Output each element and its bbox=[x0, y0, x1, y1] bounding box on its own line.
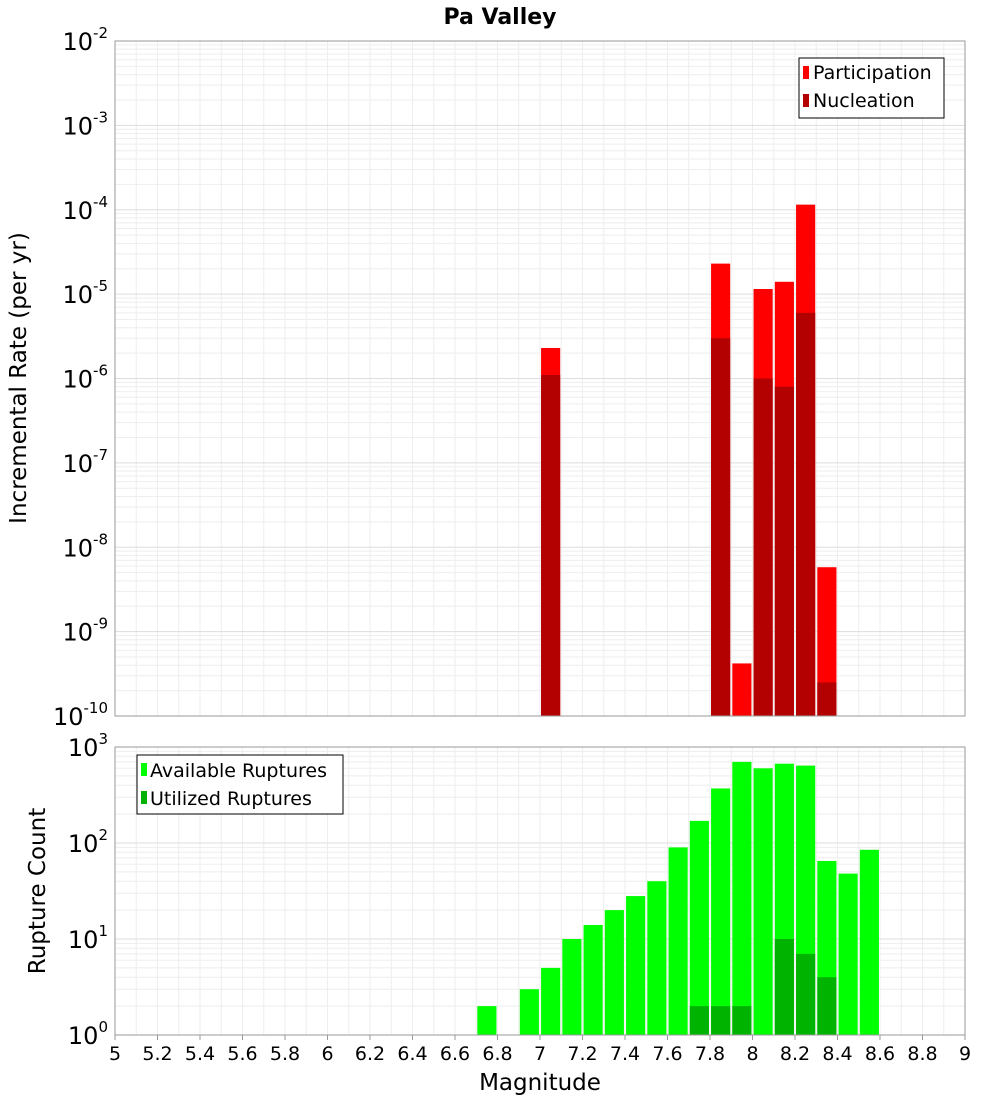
x-tick-label: 5.6 bbox=[227, 1043, 257, 1065]
top-bar-nucleation bbox=[753, 378, 773, 716]
top-bar-nucleation bbox=[796, 312, 816, 716]
legend-label-available: Available Ruptures bbox=[150, 760, 327, 782]
x-tick-label: 8 bbox=[746, 1043, 758, 1065]
top-y-tick-label: 10-4 bbox=[62, 193, 108, 225]
legend-swatch-utilized bbox=[141, 791, 147, 804]
bottom-bar-utilized-ruptures bbox=[796, 953, 816, 1035]
x-tick-label: 5 bbox=[109, 1043, 121, 1065]
x-ticks: 5 5.2 5.4 5.6 5.8 6 6.2 6.4 6.6 6.8 7 7.2 7.4 7.6 7.8 8… bbox=[109, 1035, 971, 1065]
x-tick-label: 6.2 bbox=[355, 1043, 385, 1065]
bottom-bar-utilized-ruptures bbox=[689, 1006, 709, 1035]
legend-swatch-available bbox=[141, 763, 147, 776]
top-y-axis-label: Incremental Rate (per yr) bbox=[6, 232, 32, 524]
x-tick-label: 7.4 bbox=[610, 1043, 640, 1065]
bottom-bar-available-ruptures bbox=[519, 989, 539, 1035]
x-tick-label: 8.2 bbox=[780, 1043, 810, 1065]
x-tick-label: 8.6 bbox=[865, 1043, 895, 1065]
top-bars bbox=[541, 204, 837, 717]
x-tick-label: 9 bbox=[959, 1043, 971, 1065]
bottom-bar-available-ruptures bbox=[562, 939, 582, 1035]
top-y-tick-label: 10-7 bbox=[62, 446, 108, 478]
top-legend-box bbox=[798, 57, 945, 119]
bottom-bar-utilized-ruptures bbox=[774, 939, 794, 1035]
x-tick-label: 8.4 bbox=[822, 1043, 852, 1065]
bottom-bar-available-ruptures bbox=[626, 896, 646, 1035]
top-y-ticks: 10-10 10-9 10-8 10-7 10-6 10-5 10-4 10-3 10-2 bbox=[53, 24, 108, 731]
x-tick-label: 7 bbox=[534, 1043, 546, 1065]
x-tick-label: 5.4 bbox=[185, 1043, 215, 1065]
bottom-bar-available-ruptures bbox=[477, 1006, 497, 1035]
bottom-legend-box bbox=[136, 754, 344, 815]
top-y-tick-label: 10-8 bbox=[62, 530, 108, 562]
legend-swatch-participation bbox=[803, 66, 809, 79]
top-y-tick-label: 10-6 bbox=[62, 362, 108, 394]
bottom-bar-available-ruptures bbox=[541, 967, 561, 1035]
bottom-y-ticks: 100 101 102 103 bbox=[68, 730, 108, 1050]
x-tick-label: 6 bbox=[321, 1043, 333, 1065]
bottom-bar-utilized-ruptures bbox=[817, 977, 837, 1035]
bottom-bar-available-ruptures bbox=[859, 849, 879, 1035]
x-tick-label: 7.8 bbox=[695, 1043, 725, 1065]
bottom-bar-available-ruptures bbox=[711, 788, 731, 1035]
bottom-y-tick-label: 100 bbox=[68, 1018, 108, 1050]
top-bar-nucleation bbox=[711, 338, 731, 716]
top-y-tick-label: 10-2 bbox=[62, 24, 108, 56]
x-tick-label: 5.2 bbox=[142, 1043, 172, 1065]
x-tick-label: 6.8 bbox=[482, 1043, 512, 1065]
x-tick-label: 6.4 bbox=[397, 1043, 427, 1065]
bottom-y-axis-label: Rupture Count bbox=[25, 808, 51, 974]
bottom-bar-available-ruptures bbox=[732, 761, 752, 1035]
bottom-bar-available-ruptures bbox=[668, 847, 688, 1035]
x-tick-label: 5.8 bbox=[270, 1043, 300, 1065]
bottom-bar-available-ruptures bbox=[647, 881, 667, 1035]
bottom-bar-utilized-ruptures bbox=[732, 1006, 752, 1035]
top-bar-participation bbox=[732, 663, 752, 716]
x-axis-label: Magnitude bbox=[479, 1070, 601, 1096]
bottom-bar-available-ruptures bbox=[753, 768, 773, 1035]
bottom-bars bbox=[477, 761, 879, 1035]
legend-label-utilized: Utilized Ruptures bbox=[150, 788, 312, 810]
bottom-bar-available-ruptures bbox=[583, 924, 603, 1035]
top-bar-nucleation bbox=[774, 386, 794, 716]
top-legend: Participation Nucleation bbox=[798, 57, 945, 119]
chart-title: Pa Valley bbox=[443, 5, 556, 30]
top-bar-nucleation bbox=[817, 682, 837, 716]
legend-label-nucleation: Nucleation bbox=[813, 90, 915, 112]
top-grid bbox=[114, 41, 966, 717]
bottom-y-tick-label: 102 bbox=[68, 826, 108, 858]
top-bar-nucleation bbox=[541, 375, 561, 716]
top-y-tick-label: 10-5 bbox=[62, 277, 108, 309]
bottom-bar-available-ruptures bbox=[604, 910, 624, 1035]
bottom-y-tick-label: 103 bbox=[68, 730, 108, 762]
bottom-bar-utilized-ruptures bbox=[711, 1006, 731, 1035]
legend-label-participation: Participation bbox=[813, 62, 932, 84]
top-plot-frame bbox=[114, 40, 966, 717]
x-tick-label: 6.6 bbox=[440, 1043, 470, 1065]
top-y-tick-label: 10-10 bbox=[53, 699, 108, 731]
bottom-bar-available-ruptures bbox=[689, 820, 709, 1035]
bottom-legend: Available Ruptures Utilized Ruptures bbox=[136, 754, 344, 815]
top-y-tick-label: 10-9 bbox=[62, 615, 108, 647]
legend-swatch-nucleation bbox=[803, 94, 809, 107]
top-bar-participation bbox=[817, 567, 837, 716]
x-tick-label: 7.2 bbox=[567, 1043, 597, 1065]
top-y-tick-label: 10-3 bbox=[62, 108, 108, 140]
x-tick-label: 8.8 bbox=[907, 1043, 937, 1065]
bottom-y-tick-label: 101 bbox=[68, 922, 108, 954]
x-tick-label: 7.6 bbox=[652, 1043, 682, 1065]
bottom-bar-available-ruptures bbox=[838, 873, 858, 1035]
